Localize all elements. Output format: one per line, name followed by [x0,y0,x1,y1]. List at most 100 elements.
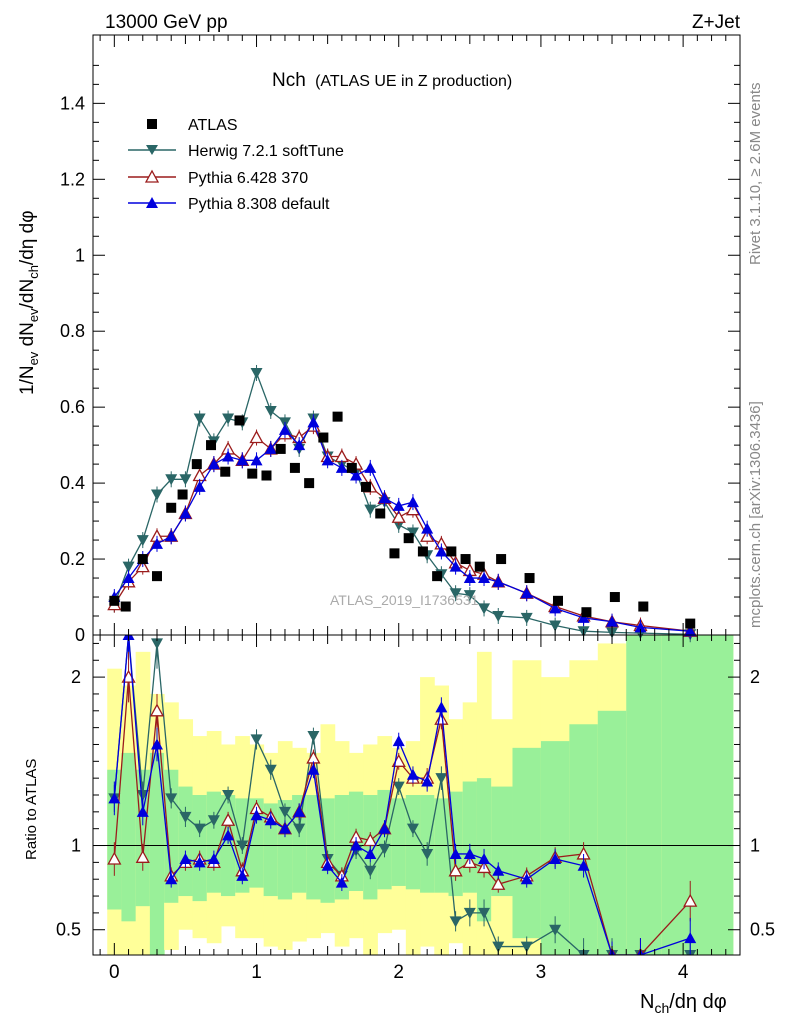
atlas-data-point [275,443,286,454]
ratio-data-point [335,876,348,888]
upper-data-point [264,405,277,417]
ratio-data-point [264,764,277,776]
band-inner-bin [292,795,307,893]
atlas-data-point [166,502,177,513]
atlas-data-point [247,468,258,479]
lower-y-tick-label-right: 0.5 [750,920,775,940]
upper-data-point [222,413,235,425]
lower-y-tick-label: 2 [71,667,81,687]
ratio-data-point [435,773,448,785]
lower-y-tick-label: 0.5 [56,920,81,940]
ratio-data-point [350,839,363,851]
ratio-data-point [520,873,533,885]
atlas-data-point [361,481,372,492]
band-inner-bin [178,786,194,897]
ratio-data-point [179,853,192,864]
upper-data-point [549,602,562,614]
upper-data-point [492,611,505,623]
ratio-data-point [250,734,263,746]
upper-data-point [222,450,235,462]
ratio-data-point [363,833,378,847]
ratio-data-point [463,907,476,919]
atlas-data-point [234,415,245,426]
atlas-data-point [432,571,443,582]
ratio-data-point [520,941,533,953]
atlas-data-point [552,595,563,606]
upper-data-point [193,480,206,492]
ratio-data-point [448,863,463,877]
upper-data-point [307,416,320,428]
band-inner-bin [206,791,222,893]
upper-y-tick-label: 0.8 [60,321,85,341]
side-label-rivet: Rivet 3.1.10, ≥ 2.6M events [747,83,764,266]
upper-data-point [492,575,505,587]
ratio-data-point [293,805,306,817]
upper-data-point [406,527,419,539]
upper-series-atlas [109,411,696,629]
band-inner-bin [263,803,279,897]
ratio-data-point [136,805,149,817]
band-inner-bin [192,795,208,902]
ratio-uncertainty-bands [93,635,740,955]
ratio-data-point [392,735,405,747]
upper-data-point [264,442,277,454]
atlas-data-point [220,466,231,477]
ratio-data-point [207,853,220,864]
ratio-data-point [307,731,320,743]
atlas-data-point [446,546,457,557]
x-tick-label: 3 [536,962,547,983]
band-inner-bin [462,781,478,893]
atlas-data-point [496,554,507,565]
band-inner-bin [135,769,151,907]
ratio-data-point [293,823,306,835]
ratio-series-3 [108,635,697,955]
ratio-data-point [577,859,590,871]
upper-data-point [193,413,206,425]
ratio-data-point [364,865,377,877]
atlas-data-point [304,478,315,489]
ratio-data-point [307,763,320,775]
ratio-data-point [220,812,236,826]
ratio-data-point [222,829,235,841]
ratio-data-point [149,703,165,717]
upper-data-point [249,430,264,444]
ratio-data-point [150,638,163,650]
upper-data-point [165,474,178,486]
x-axis-label: Nch/dη dφ [640,991,727,1016]
ratio-data-point [435,701,448,713]
legend-marker-pythia8 [146,197,158,208]
upper-data-point [150,489,163,501]
watermark: ATLAS_2019_I1736531 [330,592,479,608]
legend-marker-herwig [146,145,158,155]
upper-y-tick-label: 0.6 [60,397,85,417]
upper-y-label: 1/Nev dNev/dNch/dη dφ [17,210,41,395]
upper-data-point [293,439,306,451]
upper-data-point [634,621,647,633]
upper-data-point [406,496,419,508]
ratio-data-point [193,823,206,835]
ratio-data-point [207,815,220,827]
upper-data-point [449,560,462,572]
ratio-data-point [492,941,505,953]
atlas-data-point [417,546,428,557]
upper-data-point [463,590,476,602]
x-tick-label: 2 [393,962,404,983]
upper-data-point [449,588,462,600]
band-inner-bin [306,795,322,900]
ratio-data-point [236,869,249,881]
band-inner-bin [149,752,165,955]
legend-item-herwig: Herwig 7.2.1 softTune [128,143,344,160]
upper-y-tick-label: 1.4 [60,93,85,113]
header-right: Z+Jet [692,12,741,33]
upper-data-point [136,535,149,547]
upper-data-point [520,612,533,624]
ratio-data-point [449,916,462,928]
upper-data-point [250,454,263,466]
atlas-data-point [137,554,148,565]
ratio-data-point [236,840,249,852]
legend-item-atlas: ATLAS [147,117,238,134]
upper-data-point [435,545,448,557]
ratio-data-point [278,806,291,818]
upper-data-point [335,461,348,473]
